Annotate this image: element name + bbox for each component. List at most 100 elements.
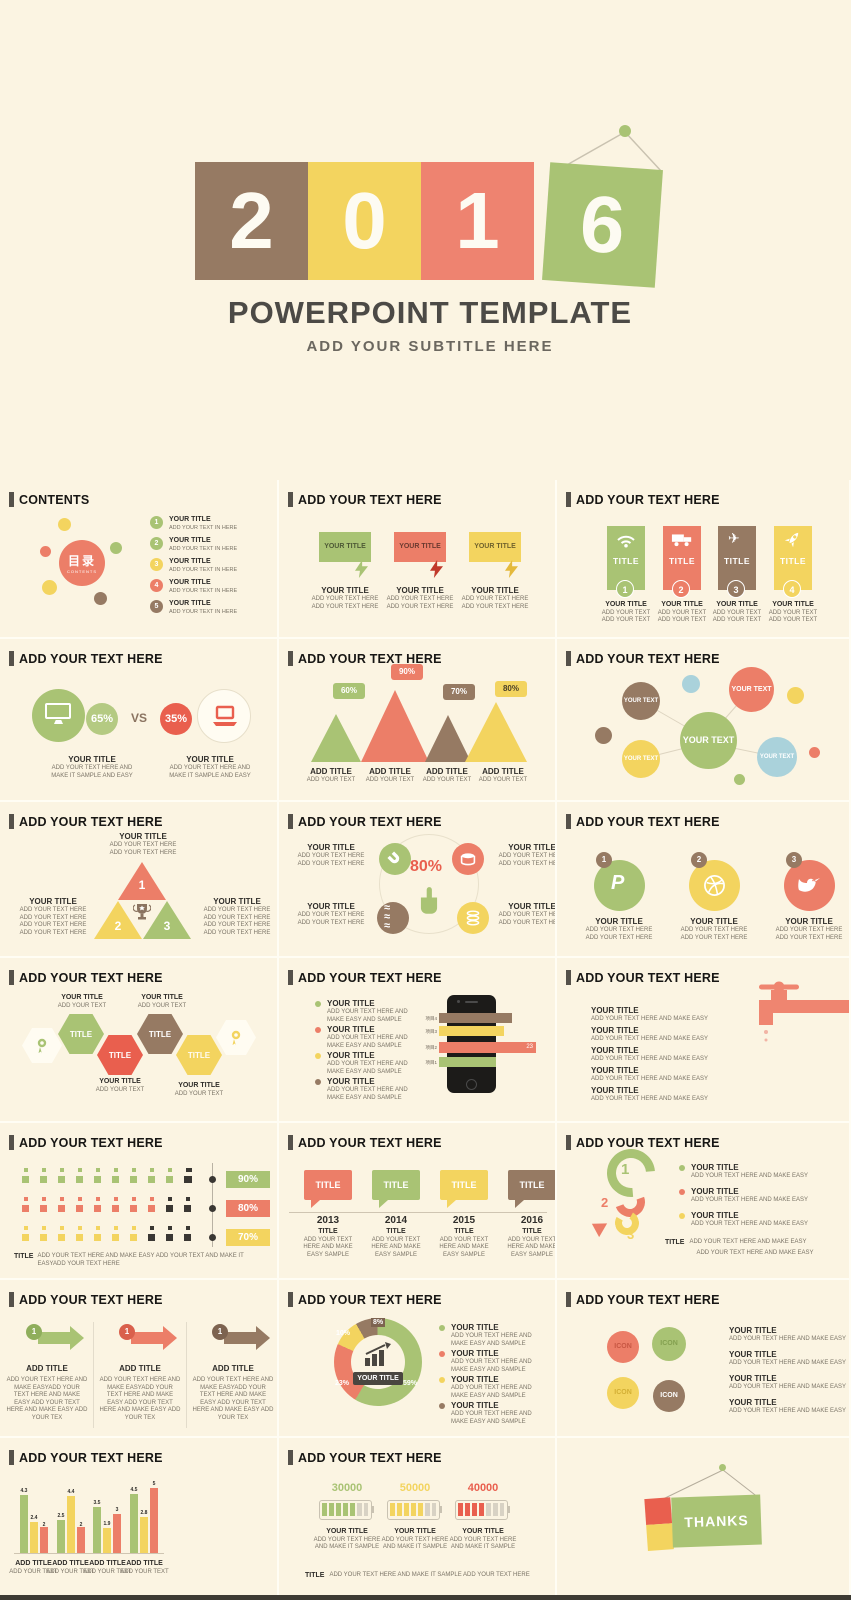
percent-value: 65% — [90, 713, 114, 725]
slide-thumbnail-thanks[interactable]: THANKS — [557, 1438, 849, 1595]
bubble-caption: YOUR TITLE ADD YOUR TEXT HERE ADD YOUR TEX… — [455, 586, 535, 611]
header-bar — [9, 492, 14, 507]
percent-value: 35% — [164, 713, 188, 725]
slide-thumbnail-timeline[interactable]: ADD YOUR TEXT HERE TITLE TITLE TITLE TIT… — [279, 1123, 555, 1278]
item-text: ADD YOUR TEXT IN HERE — [169, 608, 238, 615]
rocket-icon — [784, 532, 799, 548]
caption-para: ADD YOUR TEXT HERE AND MAKE EASYADD YOUR… — [99, 1377, 181, 1421]
caption-line: ADD YOUR TEXT HERE — [297, 919, 365, 926]
caption-line: ADD YOUR TEXT HERE — [203, 929, 271, 936]
icon-circle-brown: ICON — [653, 1380, 685, 1412]
percent-value: 60% — [340, 686, 357, 695]
slide-header: ADD YOUR TEXT HERE — [566, 1292, 720, 1307]
list-num: 2 — [150, 537, 163, 550]
bar-value: 3.5 — [90, 1500, 104, 1506]
bullet-item: YOUR TITLE ADD YOUR TEXT HERE AND MAKE EAS… — [315, 1077, 408, 1102]
battery-segments-fill — [390, 1503, 423, 1516]
arrow-head — [70, 1326, 84, 1350]
slide-thumbnail-icon-grid[interactable]: ADD YOUR TEXT HERE ICON ICON ICON ICON Y… — [557, 1280, 849, 1436]
caption-title: ADD TITLE — [89, 1560, 126, 1567]
caption-line: ADD YOUR TEXT — [768, 617, 818, 623]
item-title: YOUR TITLE — [729, 1398, 777, 1407]
caption-line: ADD YOUR TEXT HERE — [311, 603, 379, 610]
slide-header: ADD YOUR TEXT HERE — [9, 1292, 163, 1307]
slide-thumbnail-pyramid[interactable]: ADD YOUR TEXT HERE YOUR TITLE ADD YOUR TE… — [0, 802, 277, 956]
slide-thumbnail-spiral[interactable]: ADD YOUR TEXT HERE 1 2 3 YOUR TITLE ADD Y… — [557, 1123, 849, 1278]
slide-thumbnail-phone[interactable]: ADD YOUR TEXT HERE YOUR TITLE ADD YOUR TE… — [279, 958, 555, 1121]
phone-speaker — [465, 1001, 478, 1003]
slide-thumbnail-arrows[interactable]: ADD YOUR TEXT HERE 1 1 1 ADD TITLE ADD YO… — [0, 1280, 277, 1436]
caption-line: ADD YOUR TEXT HERE — [297, 860, 365, 867]
list-num: 1 — [150, 516, 163, 529]
bubble-label: TITLE — [315, 1180, 341, 1190]
bullet-dot — [679, 1213, 685, 1219]
slide-thumbnail-cards[interactable]: ADD YOUR TEXT HERE TITLE TITLE ✈ TITLE T… — [557, 480, 849, 637]
num: 1 — [621, 1161, 630, 1178]
caption-line: ADD YOUR TEXT HERE — [19, 907, 87, 913]
item-title: YOUR TITLE — [327, 999, 375, 1008]
percent-value: 70% — [450, 687, 467, 696]
bullet-dot — [679, 1165, 685, 1171]
magnet-circle — [379, 843, 411, 875]
slide-thumbnail-bar-chart[interactable]: ADD YOUR TEXT HERE 4.3 2.4 2 2.5 4.4 2 3… — [0, 1438, 277, 1595]
slide-thumbnail-faucet[interactable]: ADD YOUR TEXT HERE YOUR TITLE ADD YOUR TE… — [557, 958, 849, 1121]
entry-line: HERE AND MAKE — [371, 1244, 421, 1250]
thanks-label: THANKS — [684, 1511, 749, 1531]
medal-icon — [37, 1038, 47, 1053]
page-subtitle: ADD YOUR SUBTITLE HERE — [306, 338, 554, 355]
header-bar — [9, 970, 14, 985]
slide-thumbnail-dot-matrix[interactable]: ADD YOUR TEXT HERE 90% 80% 70% TITLE ADD… — [0, 1123, 277, 1278]
year-digit-block: 2 — [195, 162, 308, 280]
axis-dot — [209, 1205, 216, 1212]
slide-header: ADD YOUR TEXT HERE — [566, 651, 720, 666]
val: 50000 — [399, 1482, 431, 1494]
bubble-yellow: YOUR TEXT — [622, 740, 660, 778]
slide-thumbnail-social[interactable]: ADD YOUR TEXT HERE P 1 2 3 YOUR TITLE ADD… — [557, 802, 849, 956]
num: 1 — [154, 519, 159, 526]
spiral-num: 1 — [621, 1161, 629, 1178]
pyramid-num: 1 — [132, 878, 152, 892]
hex-label: TITLE — [108, 1050, 132, 1060]
digit: 6 — [577, 178, 628, 271]
thanks-sign: THANKS — [644, 1491, 762, 1551]
dot-row-small-dark — [168, 1197, 192, 1201]
header-bar — [288, 1292, 293, 1307]
header-bar — [9, 1450, 14, 1465]
bubble-label: YOUR TEXT — [623, 698, 659, 704]
caption-title: YOUR TITLE — [99, 1078, 141, 1085]
slide-thumbnail-network[interactable]: ADD YOUR TEXT HERE YOUR TEXT YOUR TEXT Y… — [557, 639, 849, 800]
item-title: YOUR TITLE — [591, 1026, 639, 1035]
slide-thumbnail-contents[interactable]: CONTENTS 目录 CONTENTS 1 YOUR TITLE ADD YOU… — [0, 480, 277, 637]
dribbble-circle — [689, 860, 740, 911]
bar-value: 1.9 — [100, 1521, 114, 1527]
contents-badge: 目录 CONTENTS — [59, 540, 105, 586]
slide-thumbnail-mountains[interactable]: ADD YOUR TEXT HERE 60% 90% 70% 80% ADD T… — [279, 639, 555, 800]
column-divider — [93, 1322, 94, 1428]
slide-thumbnail-batteries[interactable]: ADD YOUR TEXT HERE 30000 50000 40000 YOU… — [279, 1438, 555, 1595]
percent-flag: 90% — [391, 664, 423, 680]
bullet-dot — [439, 1403, 445, 1409]
versus-caption: YOUR TITLE ADD YOUR TEXT HERE AND MAKE IT … — [160, 755, 260, 780]
caption-line: ADD YOUR TEXT — [768, 609, 818, 616]
slide-thumbnail-donut[interactable]: ADD YOUR TEXT HERE 8% 10% 23% 59% YOUR T… — [279, 1280, 555, 1436]
mountain-caption: ADD TITLE ADD YOUR TEXT — [468, 767, 538, 785]
num: 2 — [696, 855, 702, 864]
caption-line: ADD YOUR TEXT HERE — [775, 934, 843, 941]
tag-value: 90% — [237, 1174, 258, 1185]
slide-thumbnail-hexagons[interactable]: ADD YOUR TEXT HERE YOUR TITLE ADD YOUR TE… — [0, 958, 277, 1121]
list-item: YOUR TITLE ADD YOUR TEXT IN HERE — [169, 558, 237, 574]
bar-value: 2.4 — [27, 1515, 41, 1521]
slide-thumbnail-lightning[interactable]: ADD YOUR TEXT HERE YOUR TITLE YOUR TITLE… — [279, 480, 555, 637]
item-line: ADD YOUR TEXT HERE AND — [451, 1411, 532, 1417]
slide-thumbnail-percent-hand[interactable]: ADD YOUR TEXT HERE 80% ≈ ≈ ≈ YOUR TITLE ADD… — [279, 802, 555, 956]
spiral-arrowhead — [587, 1216, 608, 1238]
social-badge: 3 — [786, 852, 802, 868]
column-divider — [186, 1322, 187, 1428]
social-caption: YOUR TITLE ADD YOUR TEXT HERE ADD YOUR TEX… — [765, 917, 849, 942]
caption-title: YOUR TITLE — [396, 586, 444, 595]
item-title: YOUR TITLE — [327, 1051, 375, 1060]
slide-thumbnail-versus[interactable]: ADD YOUR TEXT HERE 65% VS 35% YOUR TITLE… — [0, 639, 277, 800]
caption-line: ADD YOUR TEXT — [46, 1568, 95, 1575]
header-bar — [288, 814, 293, 829]
battery-caption: YOUR TITLE ADD YOUR TEXT HERE AND MAKE IT … — [379, 1528, 451, 1552]
